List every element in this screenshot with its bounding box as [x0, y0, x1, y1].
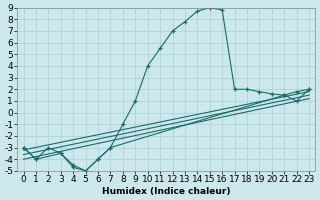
X-axis label: Humidex (Indice chaleur): Humidex (Indice chaleur) [102, 187, 231, 196]
